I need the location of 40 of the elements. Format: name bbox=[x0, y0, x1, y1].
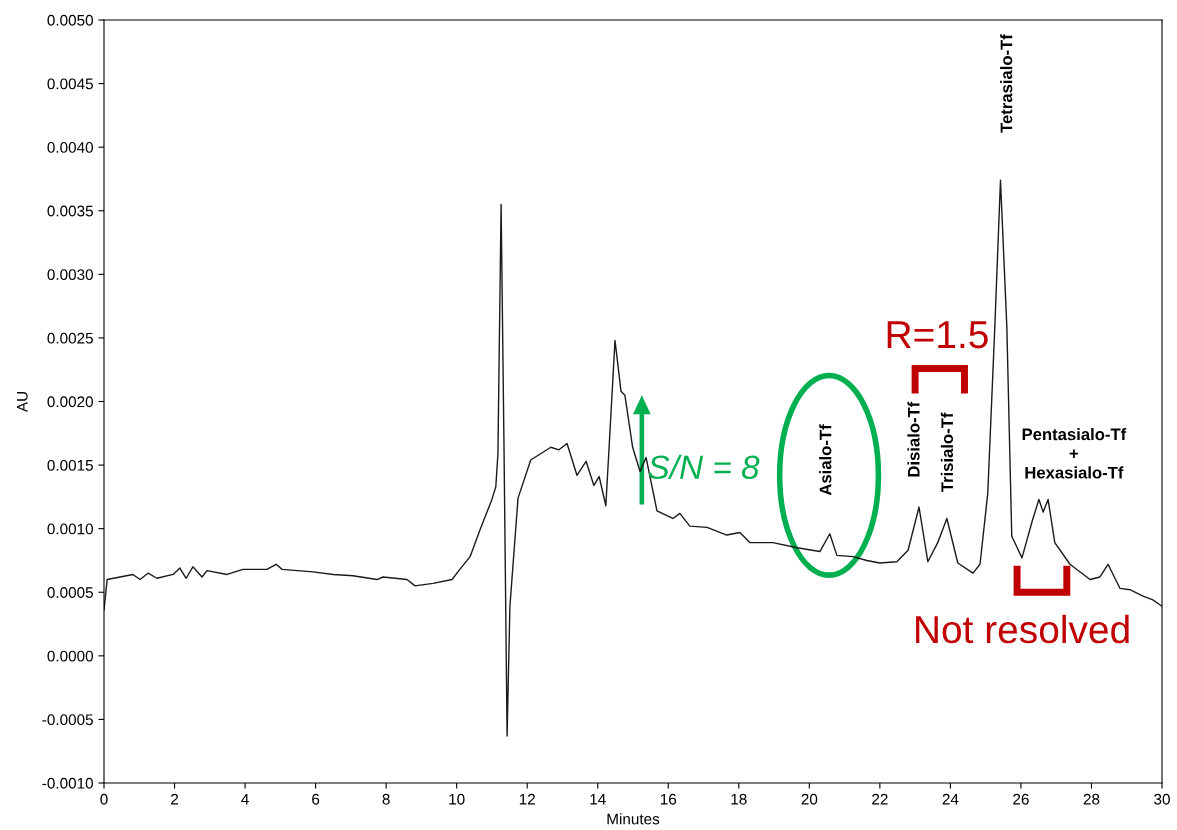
x-tick-label: 4 bbox=[241, 793, 249, 805]
x-tick-label: 16 bbox=[660, 793, 677, 805]
annotation: Disialo-Tf bbox=[907, 401, 920, 477]
y-tick-label: 0.0015 bbox=[47, 459, 93, 471]
y-tick-label: 0.0005 bbox=[47, 587, 93, 598]
y-tick-label: 0.0020 bbox=[47, 396, 93, 408]
y-tick-label: 0.0030 bbox=[47, 269, 93, 281]
x-tick-label: 14 bbox=[590, 793, 606, 805]
y-axis-title: AU bbox=[16, 392, 28, 413]
x-tick-label: 12 bbox=[519, 793, 535, 805]
x-tick-label: 28 bbox=[1083, 793, 1100, 805]
x-tick-label: 30 bbox=[1154, 793, 1170, 805]
y-tick-label: 0.0035 bbox=[47, 205, 93, 217]
y-tick-label: 0.0000 bbox=[47, 650, 93, 662]
annotation: Asialo-Tf bbox=[819, 424, 832, 496]
y-tick-label: -0.0010 bbox=[42, 777, 93, 789]
y-tick-label: 0.0040 bbox=[47, 142, 93, 153]
x-tick-label: 18 bbox=[731, 793, 747, 805]
x-tick-label: 10 bbox=[449, 793, 465, 805]
y-tick-label: 0.0045 bbox=[47, 78, 93, 90]
x-axis-title: Minutes bbox=[607, 813, 660, 825]
annotation: Not resolved bbox=[916, 614, 1129, 644]
y-tick-label: 0.0050 bbox=[47, 14, 93, 26]
x-tick-label: 8 bbox=[382, 793, 390, 805]
annotation: R=1.5 bbox=[887, 321, 988, 349]
y-tick-label: -0.0005 bbox=[42, 714, 93, 726]
annotation: Pentasialo-Tf + Hexasialo-Tf bbox=[1022, 427, 1127, 479]
annotation: S/N = 8 bbox=[648, 454, 760, 480]
x-tick-label: 20 bbox=[801, 793, 818, 805]
x-tick-label: 2 bbox=[171, 793, 179, 805]
line-series bbox=[104, 179, 1162, 737]
x-tick-label: 24 bbox=[942, 793, 959, 805]
x-tick-label: 0 bbox=[100, 793, 108, 805]
y-tick-label: 0.0025 bbox=[47, 332, 93, 344]
annotation: Tetrasialo-Tf bbox=[1000, 34, 1013, 133]
x-tick-label: 6 bbox=[312, 793, 320, 805]
y-tick-label: 0.0010 bbox=[47, 523, 93, 535]
x-tick-label: 22 bbox=[872, 793, 888, 805]
x-tick-label: 26 bbox=[1013, 793, 1029, 805]
annotation: Trisialo-Tf bbox=[940, 412, 954, 493]
